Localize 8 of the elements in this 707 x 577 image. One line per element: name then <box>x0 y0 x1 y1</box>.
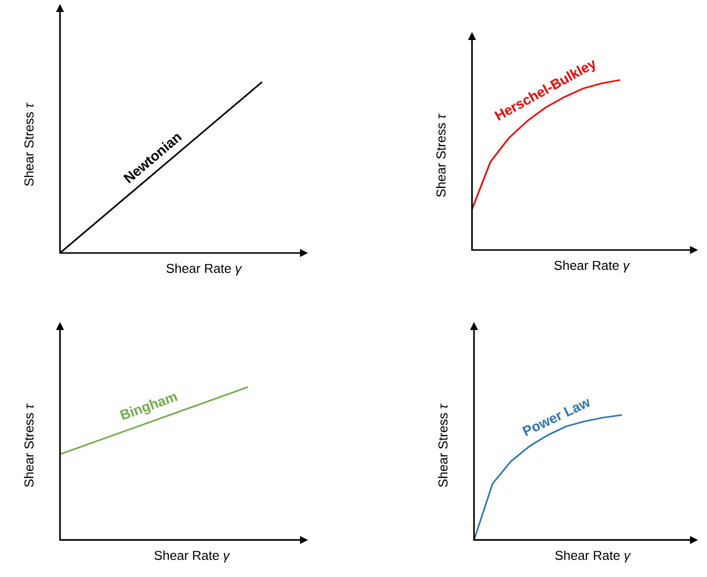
y-axis-title: Shear Stress τ <box>436 113 446 197</box>
x-axis-title: Shear Rate γ <box>554 260 630 273</box>
y-axis-title: Shear Stress τ <box>24 102 34 186</box>
x-axis-title: Shear Rate γ <box>154 550 230 563</box>
x-axis-title: Shear Rate γ <box>166 263 242 276</box>
x-axis-title: Shear Rate γ <box>555 550 631 563</box>
y-axis-title: Shear Stress τ <box>438 403 448 487</box>
y-axis-title: Shear Stress τ <box>24 403 34 487</box>
